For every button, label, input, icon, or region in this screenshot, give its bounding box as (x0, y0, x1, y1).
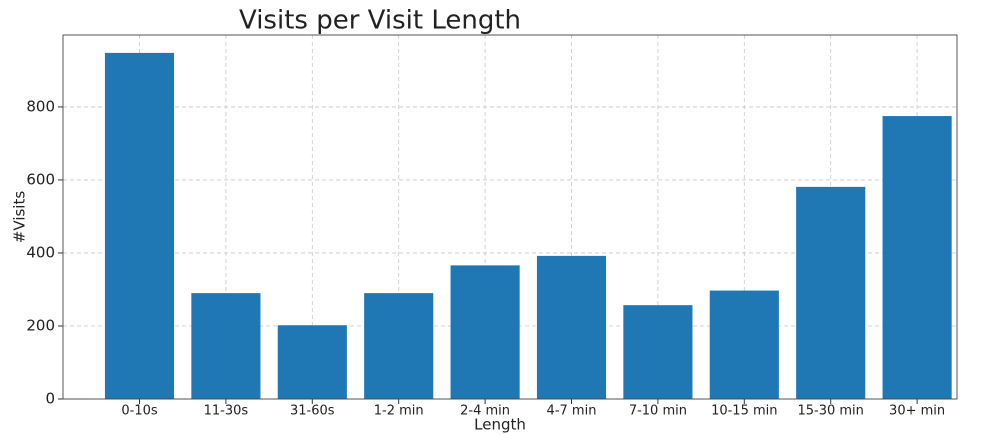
x-tick-label: 1-2 min (374, 404, 424, 419)
x-tick-label: 30+ min (889, 404, 945, 419)
x-axis-label: Length (474, 416, 526, 434)
bar (104, 52, 175, 399)
x-tick-label: 10-15 min (711, 404, 777, 419)
bar (882, 116, 952, 400)
plot-frame (62, 34, 958, 400)
x-tick-label: 4-7 min (547, 404, 597, 419)
x-tick-label: 15-30 min (797, 404, 863, 419)
bar (796, 186, 866, 399)
x-tick-label: 2-4 min (460, 404, 510, 419)
y-tick-label: 800 (26, 97, 55, 115)
y-tick-label: 200 (26, 316, 55, 334)
y-tick-label: 0 (45, 390, 55, 408)
chart-title: Visits per Visit Length (239, 6, 521, 36)
bar (450, 265, 520, 399)
y-tick-label: 400 (26, 243, 55, 261)
bar (623, 305, 693, 399)
bar (277, 325, 347, 399)
x-tick-label: 11-30s (204, 404, 249, 419)
bar (364, 293, 434, 399)
x-tick-label: 0-10s (121, 404, 158, 419)
x-tick-label: 7-10 min (629, 404, 687, 419)
bar (709, 290, 779, 399)
bar (191, 293, 261, 399)
bar (536, 255, 607, 399)
y-axis-label: #Visits (11, 191, 29, 244)
y-tick-label: 600 (26, 170, 55, 188)
x-tick-label: 31-60s (290, 404, 335, 419)
